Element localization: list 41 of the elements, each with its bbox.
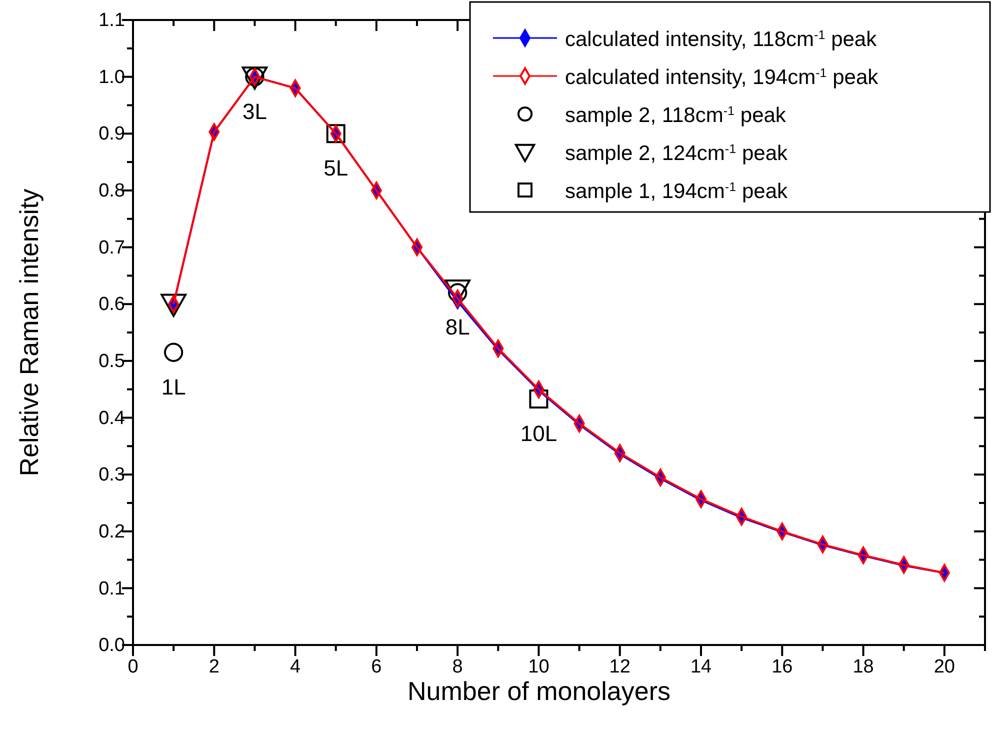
y-tick-label: 0.3	[98, 464, 125, 486]
x-tick-label: 10	[528, 656, 550, 678]
annotation: 3L	[242, 98, 267, 124]
annotation: 5L	[324, 156, 348, 181]
annotation: 1L	[161, 374, 186, 400]
legend-label: sample 1, 194cm$^{-1}$ peak	[565, 180, 788, 203]
x-tick-label: 12	[609, 656, 630, 678]
y-tick-label: 0.6	[98, 294, 125, 316]
y-tick-label: 1.1	[98, 10, 125, 32]
annotation: 8L	[445, 314, 470, 340]
annotation: 10L	[520, 420, 558, 446]
x-tick-label: 16	[772, 656, 793, 678]
y-tick-label: 1.0	[98, 66, 125, 88]
point	[242, 66, 268, 90]
y-tick-label: 0.0	[98, 635, 125, 656]
x-tick-label: 18	[852, 656, 874, 678]
legend-label: sample 2, 124cm$^{-1}$ peak	[565, 142, 788, 165]
x-tick-label: 8	[452, 656, 463, 678]
y-axis-title: Relative Raman intensity	[14, 188, 44, 476]
point	[160, 294, 186, 317]
y-tick-label: 0.5	[98, 350, 125, 372]
y-tick-label: 0.9	[98, 124, 125, 145]
x-tick-label: 20	[934, 656, 955, 678]
point	[326, 124, 346, 144]
y-tick-label: 0.7	[98, 237, 125, 258]
point	[448, 283, 468, 302]
x-tick-label: 14	[690, 656, 712, 678]
y-tick-label: 0.8	[98, 180, 125, 202]
legend-label: sample 2, 118cm$^{-1}$ peak	[565, 104, 786, 127]
x-tick-label: 0	[128, 656, 138, 678]
x-axis-title: Number of monolayers	[408, 676, 670, 706]
x-tick-label: 4	[290, 656, 301, 678]
x-tick-label: 6	[371, 656, 382, 678]
y-tick-label: 0.4	[98, 408, 126, 429]
y-tick-label: 0.1	[98, 578, 125, 600]
legend-label: calculated intensity, 118cm$^{-1}$ peak	[565, 28, 878, 51]
y-tick-label: 0.2	[98, 521, 125, 542]
x-tick-label: 2	[208, 656, 220, 678]
point	[164, 342, 184, 362]
point	[529, 389, 548, 408]
legend-label: calculated intensity, 194cm$^{-1}$ peak	[565, 66, 879, 89]
